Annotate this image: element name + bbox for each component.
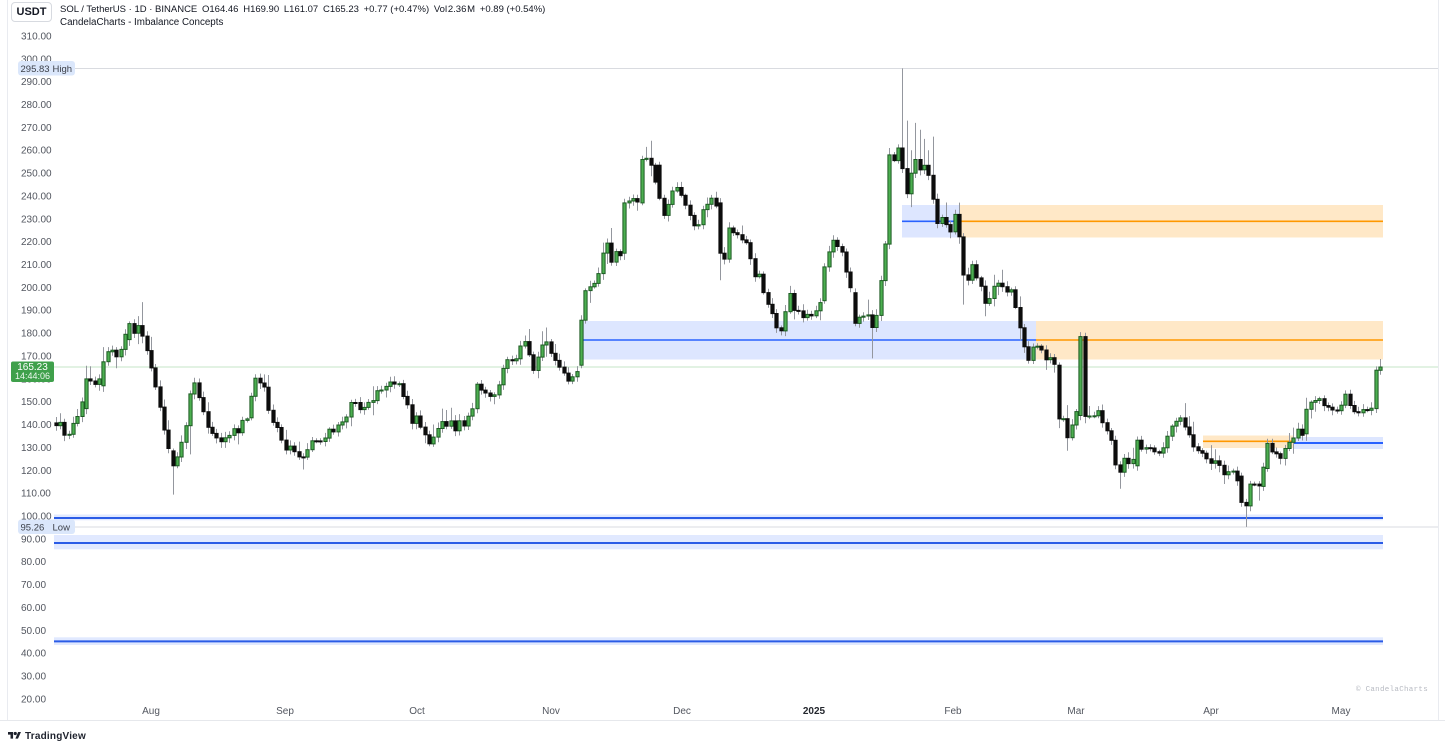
svg-text:240.00: 240.00 <box>21 191 52 202</box>
svg-text:20.00: 20.00 <box>21 694 46 705</box>
svg-text:Feb: Feb <box>944 706 962 717</box>
svg-text:210.00: 210.00 <box>21 260 52 271</box>
svg-text:14:44:06: 14:44:06 <box>15 371 50 381</box>
svg-text:290.00: 290.00 <box>21 77 52 88</box>
svg-text:60.00: 60.00 <box>21 603 46 614</box>
svg-text:90.00: 90.00 <box>21 534 46 545</box>
svg-text:190.00: 190.00 <box>21 306 52 317</box>
svg-text:50.00: 50.00 <box>21 626 46 637</box>
svg-text:Aug: Aug <box>142 706 160 717</box>
svg-text:Dec: Dec <box>673 706 691 717</box>
svg-text:Apr: Apr <box>1203 706 1219 717</box>
svg-text:140.00: 140.00 <box>21 420 52 431</box>
svg-text:230.00: 230.00 <box>21 214 52 225</box>
svg-text:170.00: 170.00 <box>21 352 52 363</box>
svg-text:260.00: 260.00 <box>21 146 52 157</box>
svg-text:150.00: 150.00 <box>21 397 52 408</box>
svg-text:30.00: 30.00 <box>21 672 46 683</box>
svg-text:May: May <box>1332 706 1351 717</box>
svg-text:250.00: 250.00 <box>21 169 52 180</box>
svg-text:Sep: Sep <box>276 706 294 717</box>
svg-text:40.00: 40.00 <box>21 649 46 660</box>
svg-text:130.00: 130.00 <box>21 443 52 454</box>
svg-text:200.00: 200.00 <box>21 283 52 294</box>
svg-text:280.00: 280.00 <box>21 100 52 111</box>
svg-text:300.00: 300.00 <box>21 54 52 65</box>
svg-text:120.00: 120.00 <box>21 466 52 477</box>
svg-text:TradingView: TradingView <box>25 731 86 742</box>
svg-text:Low: Low <box>53 522 71 533</box>
svg-text:295.83: 295.83 <box>21 64 50 75</box>
svg-text:© CandelaCharts: © CandelaCharts <box>1356 685 1428 694</box>
svg-text:Nov: Nov <box>542 706 560 717</box>
svg-text:270.00: 270.00 <box>21 123 52 134</box>
svg-text:2025: 2025 <box>803 706 826 717</box>
svg-text:310.00: 310.00 <box>21 31 52 42</box>
svg-text:110.00: 110.00 <box>21 489 51 500</box>
svg-text:220.00: 220.00 <box>21 237 52 248</box>
svg-text:80.00: 80.00 <box>21 557 46 568</box>
svg-text:100.00: 100.00 <box>21 512 52 523</box>
svg-text:180.00: 180.00 <box>21 329 52 340</box>
svg-text:High: High <box>53 64 73 75</box>
svg-text:95.26: 95.26 <box>21 522 45 533</box>
svg-text:70.00: 70.00 <box>21 580 46 591</box>
svg-text:165.23: 165.23 <box>17 362 48 373</box>
svg-text:Mar: Mar <box>1067 706 1085 717</box>
svg-text:Oct: Oct <box>409 706 425 717</box>
